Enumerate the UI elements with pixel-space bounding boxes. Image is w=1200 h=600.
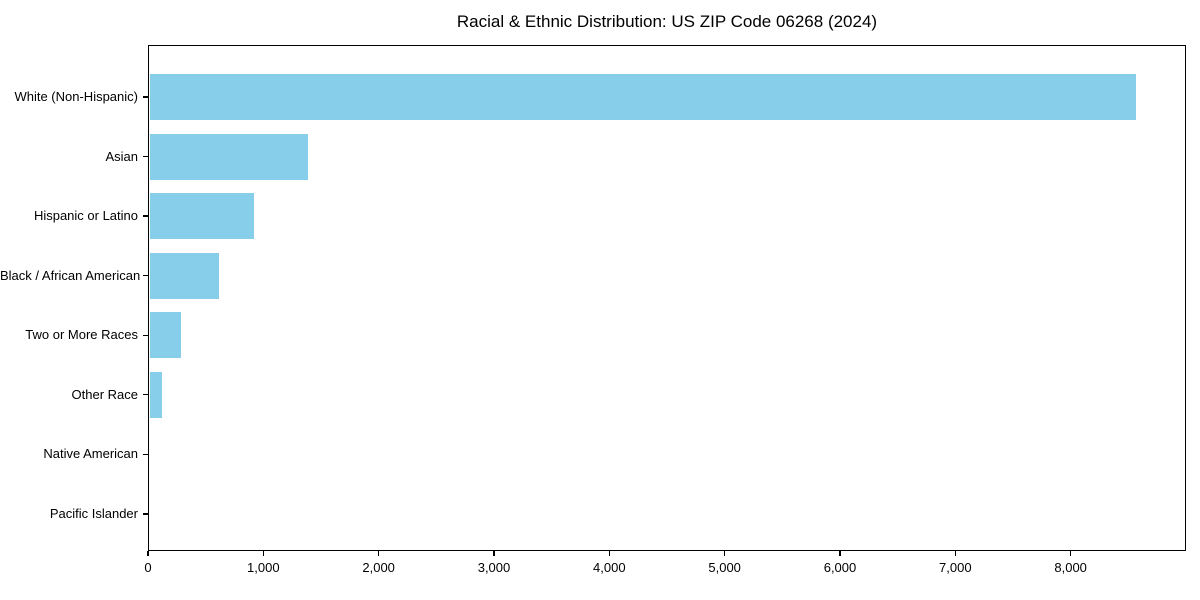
y-tick-label-pacific-islander: Pacific Islander: [49, 505, 138, 521]
x-tick-mark: [493, 551, 495, 556]
y-tick-label-hispanic-or-latino: Hispanic or Latino: [33, 208, 138, 224]
x-tick-label-4000: 4,000: [593, 560, 626, 575]
y-tick-mark: [143, 513, 148, 515]
y-tick-mark: [143, 334, 148, 336]
x-tick-label-7000: 7,000: [939, 560, 972, 575]
y-tick-mark: [143, 394, 148, 396]
y-tick-mark: [143, 215, 148, 217]
x-tick-mark: [724, 551, 726, 556]
x-tick-label-3000: 3,000: [477, 560, 511, 575]
y-tick-label-white-non-hispanic: White (Non-Hispanic): [14, 89, 138, 104]
x-tick-label-2000: 2,000: [362, 560, 395, 575]
y-tick-mark: [143, 275, 148, 277]
y-tick-label-two-or-more-races: Two or More Races: [25, 327, 138, 343]
y-tick-label-native-american: Native American: [43, 446, 138, 462]
x-tick-mark: [1070, 551, 1072, 556]
x-tick-label-6000: 6,000: [823, 560, 857, 575]
bar-hispanic-or-latino: [149, 193, 255, 240]
x-tick-mark: [147, 551, 149, 556]
y-tick-mark: [143, 96, 148, 98]
x-tick-mark: [262, 551, 264, 556]
y-tick-label-other-race: Other Race: [71, 386, 138, 402]
x-tick-label-0: 0: [144, 560, 152, 575]
bar-black-african-american: [149, 252, 219, 299]
x-tick-label-1000: 1,000: [247, 560, 280, 575]
bar-two-or-more-races: [149, 312, 181, 359]
bar-white-non-hispanic: [149, 74, 1136, 120]
chart-title: Racial & Ethnic Distribution: US ZIP Cod…: [456, 12, 878, 31]
y-tick-mark: [143, 453, 148, 456]
x-tick-label-5000: 5,000: [708, 560, 741, 575]
x-tick-mark: [378, 551, 380, 556]
plot-area: [148, 45, 1186, 551]
x-tick-label-8000: 8,000: [1054, 560, 1087, 575]
x-tick-mark: [954, 551, 956, 556]
y-tick-label-asian: Asian: [105, 148, 138, 164]
bar-other-race: [149, 371, 163, 418]
y-tick-label-black-african-american: Black / African American: [0, 267, 141, 283]
y-tick-mark: [143, 155, 148, 158]
bar-asian: [149, 133, 309, 180]
x-tick-mark: [839, 551, 841, 556]
x-tick-mark: [608, 551, 610, 556]
